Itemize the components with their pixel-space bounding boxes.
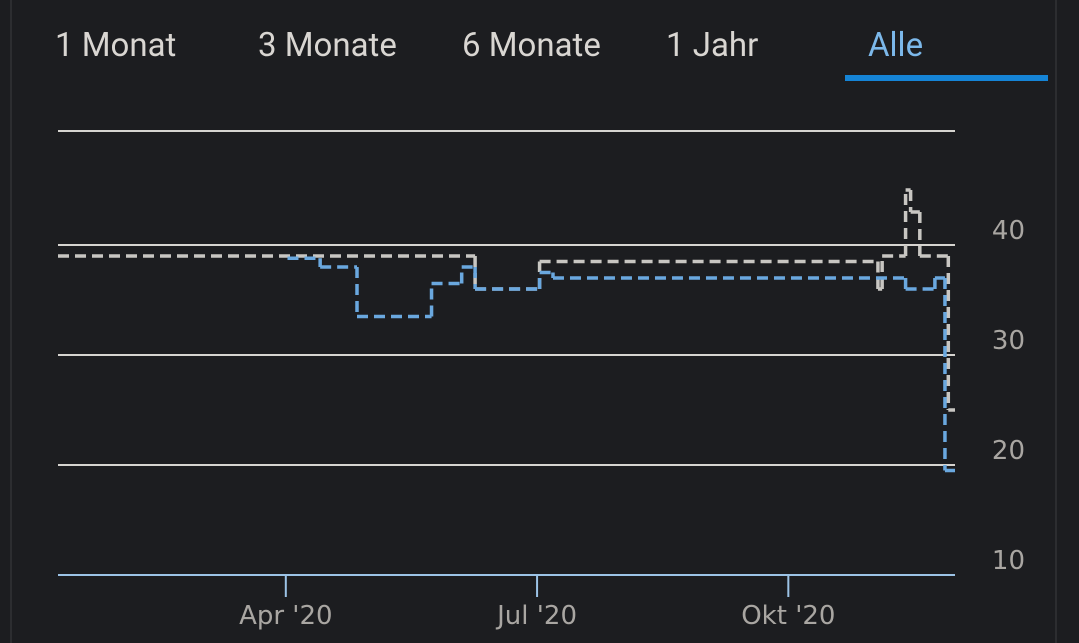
tab-selected[interactable]: Alle [868,26,924,65]
tab[interactable]: 1 Jahr [666,26,759,65]
tab[interactable]: 3 Monate [258,26,397,65]
x-tick-label: Okt '20 [741,601,835,631]
tab-underline [845,75,1048,81]
panel-edge [10,0,12,643]
y-tick-label: 30 [992,326,1025,356]
y-tick-label: 40 [992,216,1025,246]
y-tick-label: 10 [992,546,1025,576]
x-tick-label: Jul '20 [495,601,577,631]
tab[interactable]: 1 Monat [55,26,177,65]
x-tick-label: Apr '20 [239,601,332,631]
tab[interactable]: 6 Monate [462,26,601,65]
y-tick-label: 20 [992,436,1025,466]
panel-edge [1055,0,1057,643]
